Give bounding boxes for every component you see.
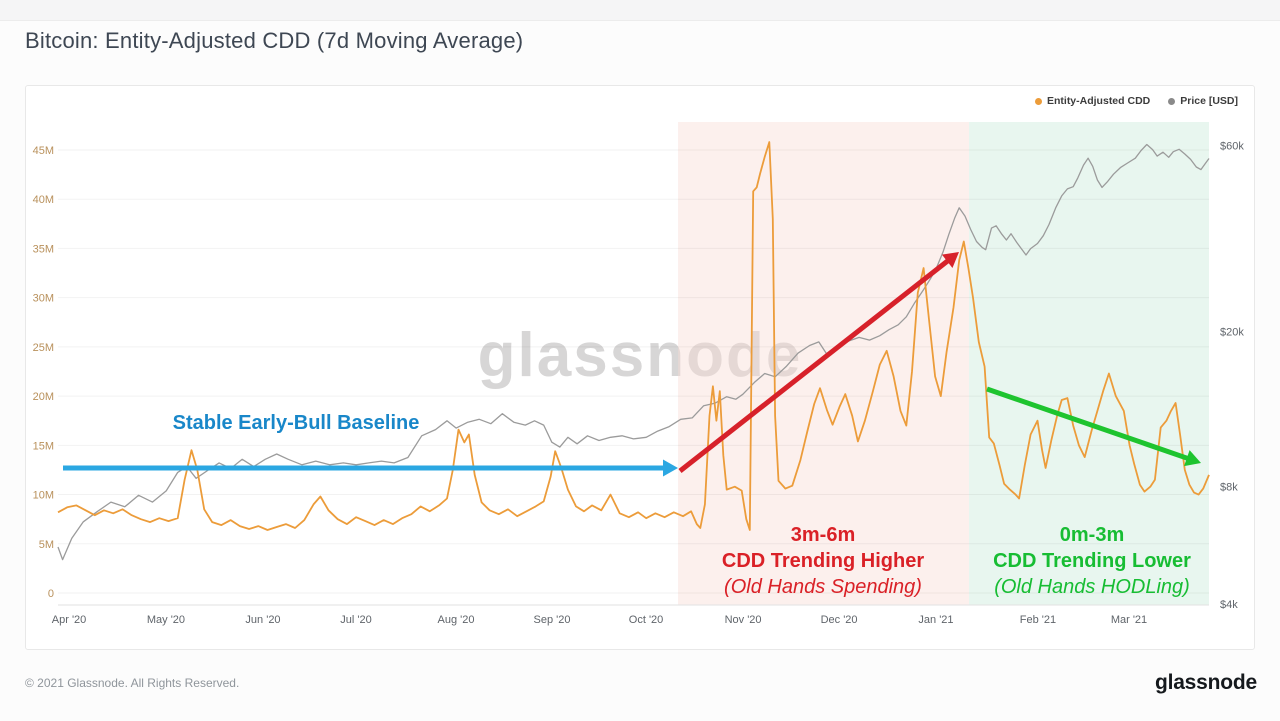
x-tick-label: Sep '20	[534, 614, 571, 626]
price-legend-dot-icon	[1168, 97, 1176, 105]
y-left-tick-label: 5M	[39, 539, 54, 551]
cdd-line	[57, 141, 1210, 531]
region-cdd-trending-higher	[678, 122, 970, 605]
glassnode-watermark: glassnode	[477, 321, 803, 390]
x-tick-label: Dec '20	[821, 614, 858, 626]
x-tick-label: May '20	[147, 614, 185, 626]
x-tick-label: Jul '20	[340, 614, 371, 626]
downtrend-arrow-head	[1184, 450, 1201, 467]
x-tick-label: Mar '21	[1111, 614, 1147, 626]
y-left-tick-label: 30M	[33, 293, 54, 305]
y-left-tick-label: 20M	[33, 391, 54, 403]
y-left-tick-label: 35M	[33, 243, 54, 255]
page-footer: © 2021 Glassnode. All Rights Reserved. g…	[25, 671, 1257, 695]
region-cdd-trending-lower	[969, 122, 1209, 605]
y-left-tick-label: 0	[48, 588, 54, 600]
legend-item-price[interactable]: Price [USD]	[1168, 95, 1238, 107]
legend-label-cdd: Entity-Adjusted CDD	[1046, 95, 1151, 107]
x-tick-label: Aug '20	[438, 614, 475, 626]
uptrend-arrow	[678, 256, 953, 473]
chart-plot-area[interactable]: 0 5M 10M 15M 20M 25M 30M 35M 40M 45M $4k $8k $20k $60…	[26, 86, 1256, 651]
downtrend-arrow	[986, 386, 1192, 462]
legend-item-cdd[interactable]: Entity-Adjusted CDD	[1034, 95, 1151, 107]
copyright-text: © 2021 Glassnode. All Rights Reserved.	[25, 676, 240, 690]
cdd-legend-dot-icon	[1034, 97, 1042, 105]
page-title: Bitcoin: Entity-Adjusted CDD (7d Moving …	[25, 28, 524, 53]
x-tick-label: Nov '20	[725, 614, 762, 626]
x-tick-label: Jun '20	[245, 614, 280, 626]
y-left-tick-label: 40M	[33, 194, 54, 206]
y-left-tick-label: 15M	[33, 440, 54, 452]
x-tick-label: Feb '21	[1020, 614, 1056, 626]
y-right-tick-label: $60k	[1220, 140, 1244, 152]
y-right-tick-label: $4k	[1220, 599, 1238, 611]
chart-legend: Entity-Adjusted CDD Price [USD]	[1034, 95, 1238, 107]
y-left-tick-label: 25M	[33, 342, 54, 354]
legend-label-price: Price [USD]	[1180, 95, 1238, 107]
baseline-arrow-head	[663, 459, 678, 477]
y-right-tick-label: $8k	[1220, 482, 1238, 494]
top-strip	[0, 0, 1280, 21]
chart-panel: Entity-Adjusted CDD Price [USD] glassnod…	[25, 85, 1255, 650]
y-left-tick-label: 10M	[33, 490, 54, 502]
y-right-tick-label: $20k	[1220, 326, 1244, 338]
x-tick-label: Oct '20	[629, 614, 664, 626]
y-left-tick-label: 45M	[33, 145, 54, 157]
x-tick-label: Apr '20	[52, 614, 87, 626]
glassnode-logo: glassnode	[1154, 671, 1257, 694]
uptrend-arrow-head	[941, 252, 959, 268]
price-line	[57, 143, 1210, 561]
x-tick-label: Jan '21	[918, 614, 953, 626]
